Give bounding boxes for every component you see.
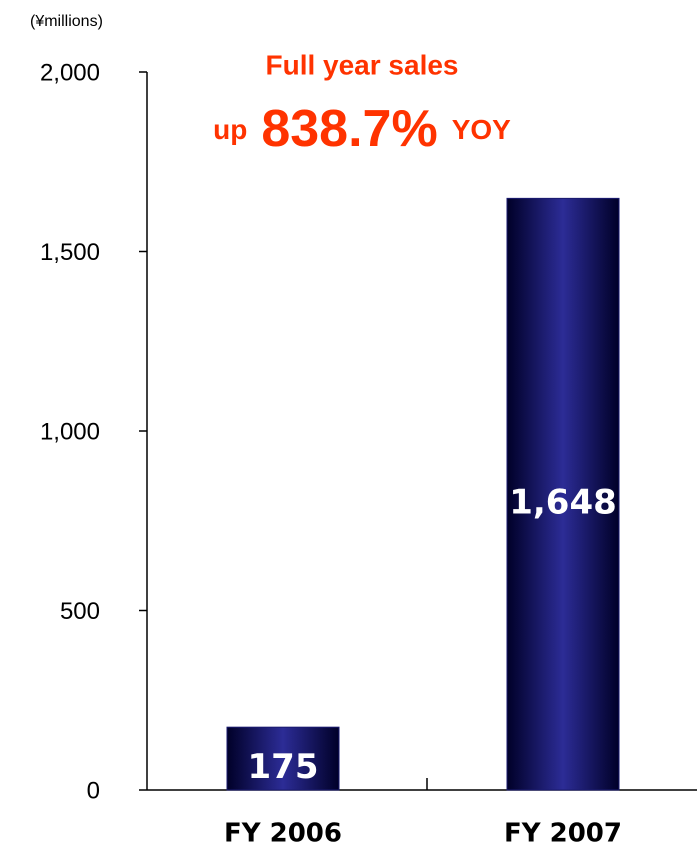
data-label: 1,648 xyxy=(509,483,617,523)
y-tick-label: 0 xyxy=(87,777,100,804)
x-tick-label: FY 2007 xyxy=(504,819,622,849)
annotation: Full year sales xyxy=(265,49,458,80)
x-tick-label: FY 2006 xyxy=(224,819,342,849)
annotation: up xyxy=(213,114,247,145)
y-tick-label: 500 xyxy=(60,598,100,625)
y-tick-label: 1,500 xyxy=(40,239,100,266)
annotation: 838.7% xyxy=(261,100,437,158)
bar xyxy=(506,197,620,791)
data-label: 175 xyxy=(248,747,319,787)
bar xyxy=(226,726,340,791)
annotation: YOY xyxy=(452,114,511,145)
y-tick-label: 1,000 xyxy=(40,418,100,445)
annotation-line: up 838.7% YOY xyxy=(213,100,511,158)
unit-label: (¥millions) xyxy=(30,13,103,30)
y-tick-label: 2,000 xyxy=(40,59,100,86)
